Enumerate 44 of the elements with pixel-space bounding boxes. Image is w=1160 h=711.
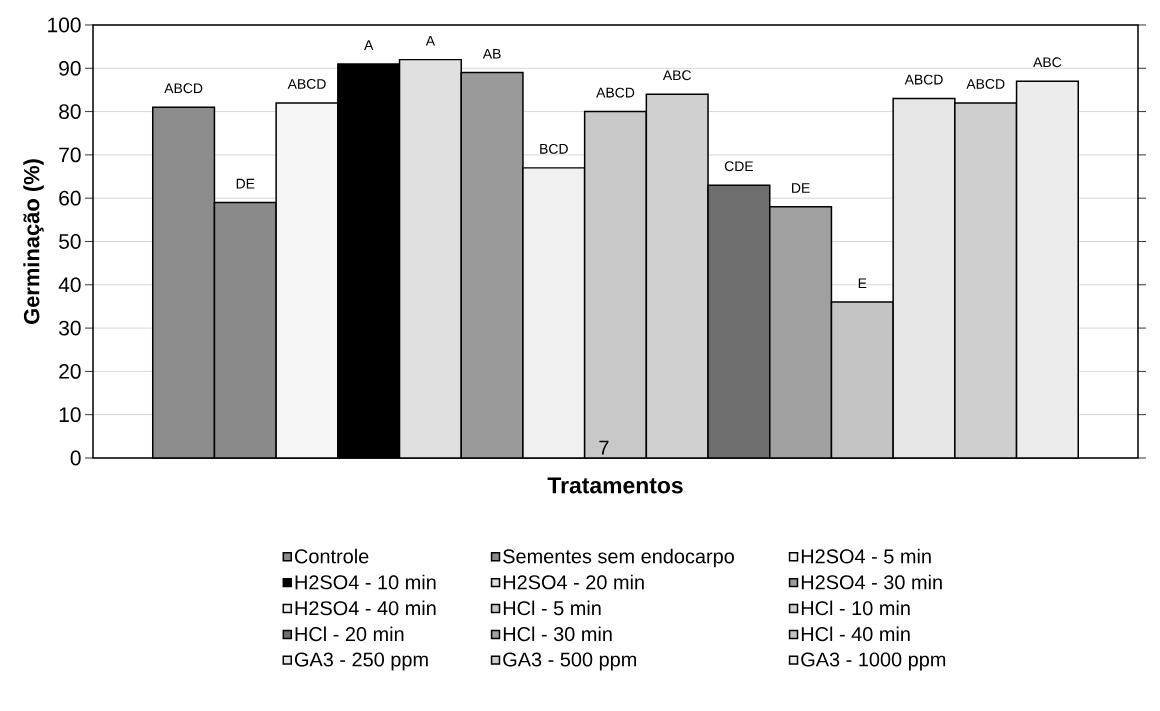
legend-label: Sementes sem endocarpo: [503, 548, 734, 568]
data-label: E: [858, 278, 867, 289]
legend-label: HCl - 30 min: [503, 626, 612, 642]
annotation: 7: [599, 440, 609, 455]
legend-label: H2SO4 - 5 min: [801, 548, 931, 564]
legend-label: HCl - 5 min: [503, 600, 601, 616]
data-label: ABCD: [966, 78, 1005, 89]
legend-label: HCl - 40 min: [801, 626, 910, 642]
legend-label: GA3 - 250 ppm: [294, 652, 428, 671]
y-tick-label: 100: [48, 17, 81, 33]
x-axis-title: Tratamentos: [547, 477, 683, 494]
data-label: ABC: [1033, 57, 1062, 68]
legend-label: HCl - 10 min: [801, 600, 910, 616]
data-label: BCD: [540, 143, 568, 154]
legend-label: GA3 - 1000 ppm: [801, 652, 946, 671]
y-axis-title: Germinação (%): [23, 159, 44, 325]
y-tick-label: 50: [59, 234, 81, 249]
data-label: ABCD: [164, 83, 203, 94]
legend-label: H2SO4 - 20 min: [503, 574, 644, 590]
y-tick-label: 30: [59, 320, 81, 336]
data-label: A: [364, 40, 374, 50]
data-label: AB: [482, 48, 501, 59]
data-label: ABCD: [596, 87, 635, 98]
data-label: ABCD: [287, 78, 326, 89]
legend-label: H2SO4 - 40 min: [295, 600, 436, 616]
data-label: CDE: [724, 161, 754, 172]
y-tick-label: 70: [59, 147, 81, 163]
y-tick-label: 40: [58, 277, 81, 293]
y-tick-label: 90: [59, 60, 81, 76]
legend-label: HCl - 20 min: [295, 626, 404, 642]
y-tick-label: 60: [59, 190, 81, 206]
data-label: DE: [236, 178, 255, 189]
legend-label: GA3 - 500 ppm: [503, 652, 637, 671]
data-label: ABC: [662, 70, 692, 81]
y-tick-label: 0: [70, 450, 81, 466]
legend-label: Controle: [294, 548, 369, 564]
y-tick-label: 80: [59, 104, 81, 119]
data-label: ABCD: [904, 74, 943, 85]
legend-label: H2SO4 - 10 min: [295, 574, 436, 590]
legend-label: H2SO4 - 30 min: [801, 574, 942, 590]
y-tick-label: 10: [59, 407, 81, 423]
y-tick-label: 20: [59, 363, 81, 379]
data-label: DE: [792, 183, 810, 193]
data-label: A: [425, 35, 436, 46]
